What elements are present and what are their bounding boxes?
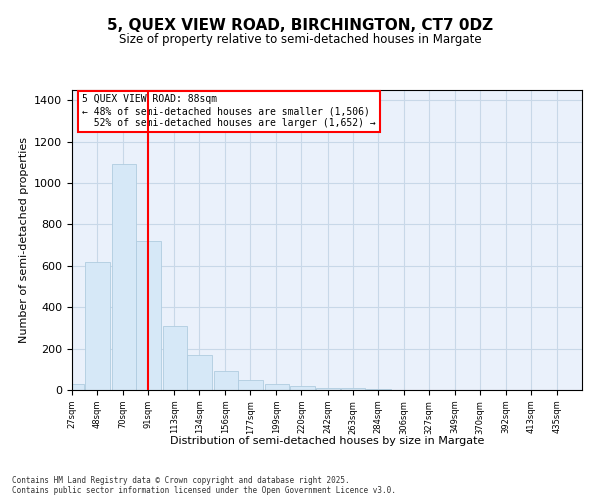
Text: Size of property relative to semi-detached houses in Margate: Size of property relative to semi-detach… (119, 32, 481, 46)
Text: 5 QUEX VIEW ROAD: 88sqm
← 48% of semi-detached houses are smaller (1,506)
  52% : 5 QUEX VIEW ROAD: 88sqm ← 48% of semi-de… (82, 94, 376, 128)
Bar (61, 384, 85, 390)
Y-axis label: Number of semi-detached properties: Number of semi-detached properties (19, 137, 29, 343)
Bar (341, 388, 365, 390)
Bar (316, 388, 340, 390)
Bar (238, 380, 263, 390)
Bar (136, 241, 161, 390)
Bar (290, 386, 314, 390)
Text: 5, QUEX VIEW ROAD, BIRCHINGTON, CT7 0DZ: 5, QUEX VIEW ROAD, BIRCHINGTON, CT7 0DZ (107, 18, 493, 32)
Bar (112, 164, 136, 390)
Bar (163, 326, 187, 390)
Bar (365, 388, 391, 390)
Bar (214, 372, 238, 390)
Bar (85, 262, 110, 390)
Bar (187, 355, 212, 390)
Text: Contains HM Land Registry data © Crown copyright and database right 2025.
Contai: Contains HM Land Registry data © Crown c… (12, 476, 396, 495)
Bar (265, 384, 289, 390)
X-axis label: Distribution of semi-detached houses by size in Margate: Distribution of semi-detached houses by … (170, 436, 484, 446)
